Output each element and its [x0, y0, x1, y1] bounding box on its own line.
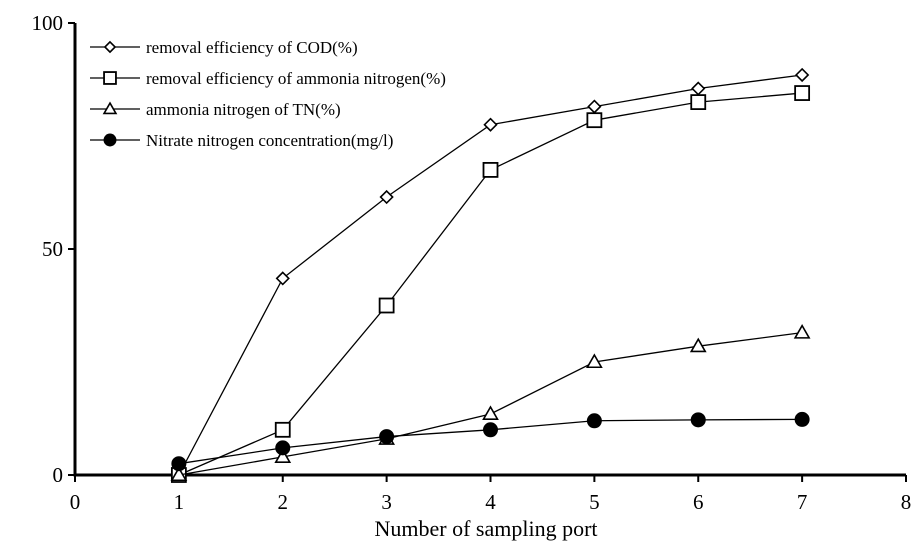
data-point — [483, 117, 498, 132]
data-point — [794, 67, 810, 83]
x-tick-label: 1 — [174, 490, 185, 514]
x-axis-ticks: 0 1 2 3 4 5 6 7 8 — [70, 475, 912, 514]
legend-marker — [103, 133, 117, 147]
x-tick-label: 7 — [797, 490, 808, 514]
legend-label: removal efficiency of COD(%) — [146, 38, 358, 57]
data-point — [275, 271, 290, 286]
series-nitrate — [171, 411, 810, 472]
data-point — [691, 81, 706, 96]
legend-entry-nitrate: Nitrate nitrogen concentration(mg/l) — [90, 131, 393, 150]
series-layer — [170, 67, 811, 483]
series-ammonia-tn — [170, 324, 811, 482]
series-ammonia-nitrogen — [170, 85, 811, 483]
legend-label: Nitrate nitrogen concentration(mg/l) — [146, 131, 393, 150]
legend-marker — [102, 101, 118, 115]
data-point — [689, 337, 707, 353]
data-point — [483, 422, 498, 438]
y-tick-label: 100 — [32, 11, 64, 35]
x-tick-label: 2 — [278, 490, 289, 514]
data-point — [690, 94, 707, 110]
data-point — [586, 112, 603, 129]
data-point — [275, 440, 291, 456]
y-tick-label: 0 — [53, 463, 64, 487]
series-line — [178, 331, 803, 476]
legend-label: removal efficiency of ammonia nitrogen(%… — [146, 69, 446, 88]
data-point — [170, 466, 188, 482]
data-point — [585, 353, 603, 369]
data-point — [379, 189, 394, 205]
data-point — [793, 324, 811, 339]
data-point — [587, 99, 602, 114]
legend-entry-ammonia-tn: ammonia nitrogen of TN(%) — [90, 100, 341, 119]
legend: removal efficiency of COD(%) removal effi… — [90, 38, 446, 150]
x-tick-label: 8 — [901, 490, 912, 514]
data-point — [274, 421, 291, 438]
x-tick-label: 4 — [485, 490, 496, 514]
x-tick-label: 3 — [381, 490, 392, 514]
data-point — [379, 429, 395, 445]
legend-entry-ammonia-nitrogen: removal efficiency of ammonia nitrogen(%… — [90, 69, 446, 88]
y-tick-label: 50 — [42, 237, 63, 261]
x-tick-label: 0 — [70, 490, 81, 514]
data-point — [794, 411, 810, 427]
data-point — [586, 413, 602, 429]
legend-label: ammonia nitrogen of TN(%) — [146, 100, 341, 119]
data-point — [482, 161, 499, 178]
data-point — [794, 85, 811, 101]
x-tick-label: 6 — [693, 490, 704, 514]
y-axis-ticks: 0 50 100 — [32, 11, 75, 487]
data-point — [274, 448, 292, 463]
data-point — [378, 297, 395, 314]
legend-marker — [103, 71, 117, 85]
legend-entry-cod: removal efficiency of COD(%) — [90, 38, 358, 57]
data-point — [482, 405, 499, 421]
x-axis-title: Number of sampling port — [374, 516, 597, 541]
data-point — [171, 456, 187, 472]
x-tick-label: 5 — [589, 490, 600, 514]
data-point — [690, 412, 706, 428]
legend-marker — [103, 40, 117, 54]
